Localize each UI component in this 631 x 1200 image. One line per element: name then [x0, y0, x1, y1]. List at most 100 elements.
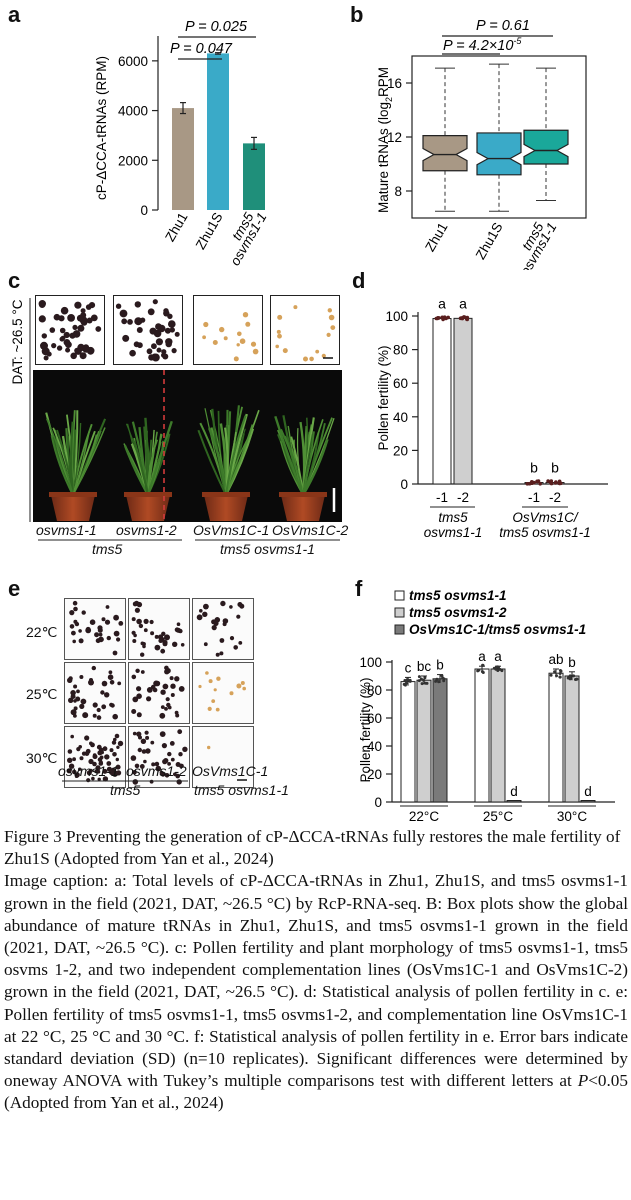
- pollen-grain: [92, 702, 98, 708]
- d-y-tick-label: 80: [393, 343, 408, 358]
- f-data-point: [575, 677, 579, 681]
- pollen-grain: [100, 690, 105, 695]
- pollen-grain: [94, 769, 98, 774]
- pollen-grain: [101, 680, 108, 687]
- c-pot-rim: [202, 492, 250, 497]
- pollen-grain: [199, 609, 203, 613]
- pollen-grain: [146, 687, 153, 693]
- pollen-grain: [141, 749, 147, 754]
- c-pollen-tile-osvms1c-2: [270, 295, 340, 365]
- d-significance-letter: b: [551, 460, 559, 476]
- f-data-point: [420, 682, 424, 686]
- c-group-label-tms5-osvms1-1: tms5 osvms1-1: [220, 541, 315, 557]
- pollen-grain: [92, 713, 97, 718]
- d-significance-letter: a: [438, 296, 446, 312]
- c-group-label-tms5: tms5: [92, 541, 123, 557]
- f-bar: [400, 681, 416, 803]
- b-box: [523, 129, 569, 165]
- pollen-grain: [112, 650, 118, 656]
- d-x-tick-label: -1: [436, 490, 448, 505]
- pollen-grain: [60, 306, 69, 315]
- pollen-grain: [79, 352, 87, 360]
- c-plant-label-1: osvms1-1: [36, 522, 97, 538]
- pollen-grain: [132, 639, 137, 643]
- pollen-grain: [38, 315, 46, 323]
- pollen-grain: [213, 620, 219, 626]
- pollen-grain: [101, 617, 106, 622]
- pollen-grain: [150, 631, 155, 636]
- pollen-grain: [150, 740, 155, 745]
- pollen-grain: [96, 715, 102, 720]
- pollen-grain: [136, 731, 142, 737]
- pollen-grain: [154, 634, 159, 639]
- pollen-grain: [143, 618, 149, 624]
- pollen-grain: [154, 761, 160, 767]
- c-rice-leaf: [146, 420, 173, 496]
- f-bar: [490, 668, 506, 803]
- pollen-grain: [211, 625, 217, 631]
- d-group-label-tms5-osvms1-1: tms5 osvms1-1: [499, 525, 591, 540]
- c-pollen-tile-osvms1-1: [35, 295, 105, 365]
- d-significance-letter: b: [530, 460, 538, 476]
- a-y-tick-label: 2000: [118, 153, 148, 168]
- pollen-grain: [233, 645, 238, 650]
- f-bar: [416, 679, 432, 803]
- f-data-point: [408, 679, 412, 683]
- d-data-point: [444, 316, 448, 321]
- pollen-grain: [109, 680, 115, 685]
- pollen-grain: [78, 629, 82, 633]
- f-data-point: [406, 678, 410, 682]
- pollen-grain: [175, 773, 180, 779]
- e-row-label-22: 22℃: [26, 624, 58, 640]
- pollen-grain: [143, 628, 148, 633]
- c-plant-pot: [51, 495, 95, 521]
- pollen-grain: [222, 622, 227, 627]
- d-y-tick-label: 40: [393, 410, 408, 425]
- pollen-grain: [73, 714, 77, 718]
- f-data-point: [435, 677, 439, 681]
- c-plant-pot: [204, 495, 248, 521]
- pollen-grain: [151, 762, 156, 767]
- d-x-tick-label: -2: [457, 490, 469, 505]
- c-group-lines: [38, 539, 340, 541]
- f-legend-label: tms5 osvms1-1: [409, 588, 507, 603]
- e-pollen-tile: [128, 598, 190, 660]
- f-legend-label: OsVms1C-1/tms5 osvms1-1: [409, 622, 586, 637]
- pollen-grain: [116, 637, 121, 642]
- pollen-grain: [85, 627, 92, 634]
- f-legend-swatch: [394, 590, 405, 601]
- f-data-point: [572, 674, 576, 678]
- pollen-grain: [89, 741, 93, 746]
- c-rice-plant: [274, 415, 335, 521]
- pollen-grain: [136, 618, 142, 625]
- pollen-grain: [115, 764, 121, 770]
- pollen-grain: [178, 686, 185, 692]
- pollen-grain: [220, 600, 226, 607]
- pollen-grain: [79, 675, 84, 679]
- f-data-point: [477, 668, 481, 672]
- f-data-point: [417, 675, 421, 679]
- pollen-grain: [109, 769, 115, 776]
- pollen-grain: [236, 614, 241, 619]
- pollen-grain: [142, 644, 146, 649]
- pollen-grain: [81, 610, 86, 615]
- pollen-grain: [170, 683, 176, 689]
- pollen-grain: [104, 754, 110, 760]
- pollen-grain: [229, 691, 234, 696]
- pollen-grain: [118, 621, 124, 626]
- pollen-grain: [309, 356, 314, 362]
- pollen-grain: [152, 299, 158, 305]
- pollen-grain: [82, 712, 89, 719]
- f-x-tick-label: 30°C: [557, 809, 587, 824]
- pollen-grain: [164, 669, 170, 675]
- pollen-grain: [74, 301, 82, 309]
- pollen-grain: [137, 747, 142, 753]
- d-data-point: [549, 479, 554, 483]
- pollen-grain: [112, 752, 117, 757]
- pollen-grain: [67, 749, 73, 754]
- pollen-grain: [163, 308, 169, 314]
- pollen-grain: [136, 712, 142, 718]
- f-data-point: [481, 671, 485, 674]
- pollen-grain: [91, 776, 95, 781]
- pollen-grain: [127, 319, 133, 325]
